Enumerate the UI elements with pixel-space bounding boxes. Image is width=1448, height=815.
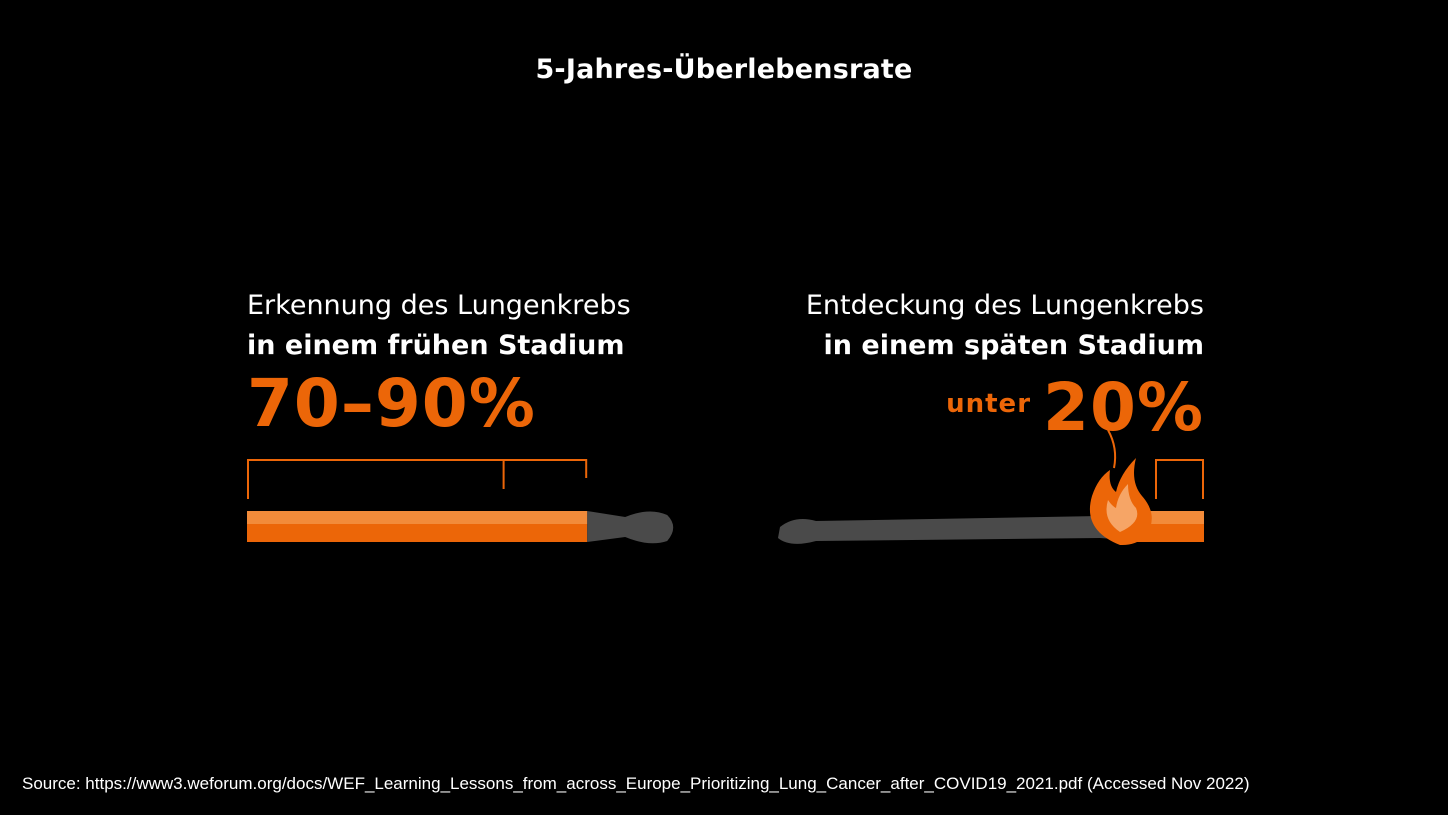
chart-title: 5-Jahres-Überlebensrate [535,54,913,85]
match-head [587,511,674,544]
source-note: Source: https://www3.weforum.org/docs/WE… [22,774,1250,793]
late-stage-value: 20% [1043,369,1204,446]
burning-match-icon [778,429,1204,546]
late-stage-label-line1: Entdeckung des Lungenkrebs [805,290,1204,321]
burnt-stick [778,514,1130,544]
late-stage-panel: Entdeckung des Lungenkrebs in einem spät… [760,286,1204,446]
early-stage-panel: Erkennung des Lungenkrebs in einem frühe… [247,286,687,442]
range-bracket-upper [247,459,588,499]
flame-inner [1106,484,1138,532]
smoke-line [1107,429,1117,469]
late-stage-value-row: unter 20% [760,366,1204,446]
late-stage-prefix: unter [946,389,1032,419]
early-stage-label-line1: Erkennung des Lungenkrebs [247,290,631,321]
early-stage-value: 70–90% [247,365,536,442]
match-stick-icon [247,459,674,544]
range-bracket [1155,459,1204,499]
match-stick-highlight [247,511,588,524]
early-stage-label-line2: in einem frühen Stadium [247,330,625,361]
late-stage-label-line2: in einem späten Stadium [823,330,1204,361]
